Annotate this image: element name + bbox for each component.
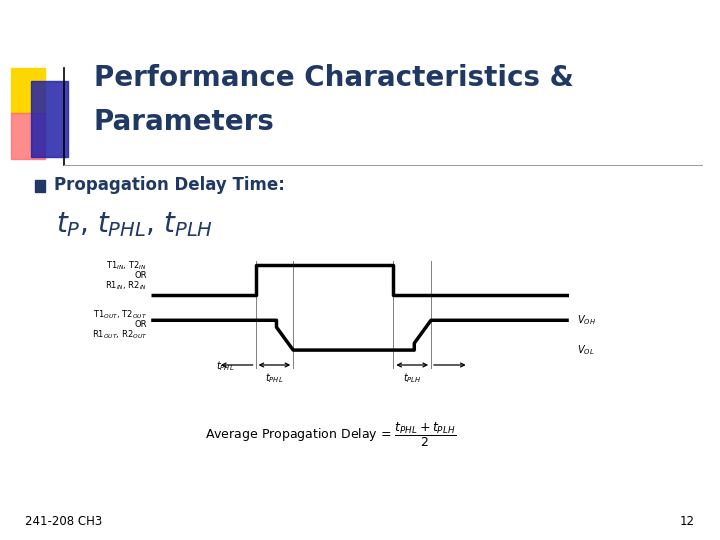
Text: Propagation Delay Time:: Propagation Delay Time: — [54, 176, 285, 194]
Text: T1$_{IN}$, T2$_{IN}$: T1$_{IN}$, T2$_{IN}$ — [107, 259, 147, 272]
Text: OR: OR — [135, 271, 147, 280]
Text: $t_{PLH}$: $t_{PLH}$ — [403, 371, 421, 385]
Text: $t_{PHL}$: $t_{PHL}$ — [216, 359, 235, 373]
Text: T1$_{OUT}$, T2$_{OUT}$: T1$_{OUT}$, T2$_{OUT}$ — [93, 308, 147, 321]
Text: Performance Characteristics &: Performance Characteristics & — [94, 64, 573, 92]
Text: 241-208 CH3: 241-208 CH3 — [25, 515, 102, 528]
Text: $t_{PHL}$: $t_{PHL}$ — [265, 371, 284, 385]
Text: Parameters: Parameters — [94, 107, 274, 136]
Text: $V_{OH}$: $V_{OH}$ — [577, 313, 596, 327]
Text: $\mathit{t_P}$, $\mathit{t_{PHL}}$, $\mathit{t_{PLH}}$: $\mathit{t_P}$, $\mathit{t_{PHL}}$, $\ma… — [56, 210, 213, 239]
Text: R1$_{IN}$, R2$_{IN}$: R1$_{IN}$, R2$_{IN}$ — [105, 280, 147, 292]
Text: Average Propagation Delay = $\dfrac{t_{PHL} + t_{PLH}}{2}$: Average Propagation Delay = $\dfrac{t_{P… — [205, 421, 456, 449]
Text: $V_{OL}$: $V_{OL}$ — [577, 343, 595, 357]
Text: OR: OR — [135, 320, 147, 329]
Text: 12: 12 — [680, 515, 695, 528]
Text: R1$_{OUT}$, R2$_{OUT}$: R1$_{OUT}$, R2$_{OUT}$ — [91, 329, 147, 341]
